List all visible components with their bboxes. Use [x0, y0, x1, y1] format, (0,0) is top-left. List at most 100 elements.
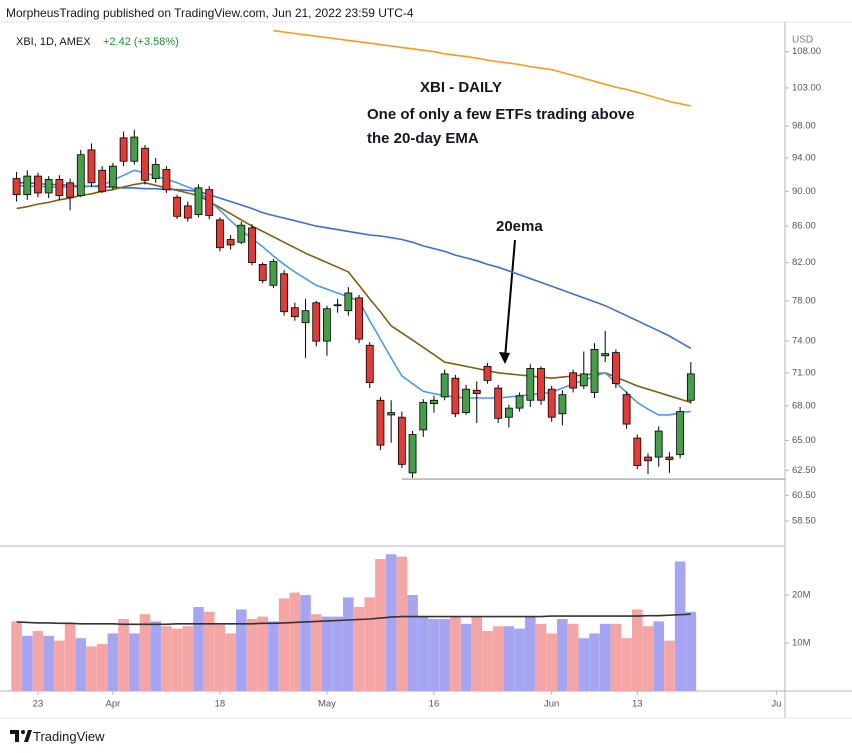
volume-bar — [599, 623, 611, 691]
candle-body — [205, 189, 214, 216]
candle-body — [119, 137, 128, 162]
volume-bar — [203, 611, 215, 691]
candle-body — [397, 416, 406, 465]
change-legend: +2.42 (+3.58%) — [103, 36, 179, 48]
y-tick-label: 94.00 — [792, 152, 816, 163]
volume-bar — [11, 621, 22, 691]
candle-body — [248, 227, 256, 263]
volume-bar — [450, 616, 461, 691]
publish-header: MorpheusTrading published on TradingView… — [6, 6, 414, 20]
candle-body — [376, 399, 385, 446]
volume-bar — [182, 626, 194, 691]
y-tick-label: 108.00 — [792, 46, 821, 57]
x-tick-label: 23 — [33, 699, 44, 710]
candle-body — [451, 377, 460, 415]
volume-bar — [150, 621, 161, 691]
price-pane — [12, 29, 785, 480]
volume-bar — [107, 633, 119, 691]
volume-bar — [503, 626, 515, 691]
x-tick-label: May — [318, 699, 336, 710]
volume-bar — [632, 609, 643, 691]
volume-bar — [321, 616, 333, 691]
volume-bar — [225, 633, 236, 691]
candle-body — [108, 165, 117, 188]
volume-bar — [375, 559, 386, 691]
candle-body — [644, 456, 652, 462]
volume-bar — [546, 633, 557, 691]
candle-body — [226, 239, 235, 246]
volume-bar — [567, 623, 579, 691]
x-tick-label: 18 — [215, 699, 226, 710]
candle-body — [579, 373, 588, 387]
y-tick-label: 90.00 — [792, 186, 816, 197]
annotation-arrow — [504, 239, 516, 359]
line-series — [16, 169, 691, 416]
candle-body — [237, 224, 246, 243]
volume-bar — [32, 631, 44, 691]
annotation: One of only a few ETFs trading above — [367, 106, 635, 123]
candle-body — [130, 136, 139, 162]
x-tick-label: Ju — [771, 699, 781, 710]
volume-bar — [54, 640, 65, 691]
y-tick-label: 10M — [792, 638, 811, 649]
volume-bar — [524, 616, 536, 691]
candle-body — [483, 365, 492, 381]
x-tick-label: 13 — [632, 699, 643, 710]
volume-bar — [332, 616, 343, 691]
y-tick-label: 71.00 — [792, 367, 816, 378]
candle-body — [408, 434, 417, 474]
candle-body — [55, 179, 64, 196]
x-tick-label: 16 — [429, 699, 440, 710]
candle-body — [301, 310, 310, 324]
volume-bar — [193, 607, 204, 691]
plot-area: 58.50 60.50 62.50 65.00 68.00 71.00 74.00 78.00… — [11, 29, 821, 710]
candle-body — [194, 187, 203, 215]
volume-bar — [621, 638, 632, 691]
volume-pane — [11, 554, 697, 691]
volume-bar — [439, 619, 450, 691]
candle-body — [440, 373, 449, 398]
volume-bar — [343, 597, 354, 691]
line-series — [16, 613, 691, 626]
volume-bar — [653, 621, 665, 691]
volume-bar — [514, 628, 525, 691]
volume-bar — [278, 598, 290, 691]
volume-bar — [642, 626, 654, 691]
candle-body — [387, 412, 396, 416]
y-tick-label: 86.00 — [792, 221, 816, 232]
candle-body — [504, 407, 513, 418]
line-series — [273, 29, 691, 107]
candle-body — [333, 304, 342, 307]
candle-body — [665, 456, 674, 460]
volume-bar — [257, 616, 269, 691]
candle-body — [280, 273, 289, 313]
candle-body — [162, 169, 171, 190]
candle-body — [183, 205, 192, 219]
candle-body — [494, 387, 503, 419]
volume-bar — [21, 635, 33, 691]
candle-body — [612, 352, 620, 385]
y-tick-label: 82.00 — [792, 257, 816, 268]
candle-body — [365, 344, 374, 383]
volume-bar — [610, 623, 622, 691]
candle-body — [34, 175, 42, 194]
annotation: the 20-day EMA — [367, 130, 479, 147]
volume-bar — [236, 609, 247, 691]
candle-body — [622, 394, 631, 425]
candle-body — [44, 179, 53, 194]
candle-body — [430, 399, 438, 405]
candle-body — [547, 388, 556, 418]
annotation: XBI - DAILY — [420, 79, 502, 96]
volume-bar — [214, 624, 226, 691]
y-tick-label: 20M — [792, 590, 811, 601]
volume-bar — [364, 597, 376, 691]
y-tick-label: 65.00 — [792, 435, 816, 446]
x-tick-label: Jun — [544, 699, 559, 710]
candle-body — [76, 154, 85, 196]
footer-brand: TradingView — [33, 729, 105, 744]
volume-bar — [428, 619, 440, 691]
y-tick-label: 62.50 — [792, 465, 816, 476]
volume-bar — [171, 628, 183, 691]
